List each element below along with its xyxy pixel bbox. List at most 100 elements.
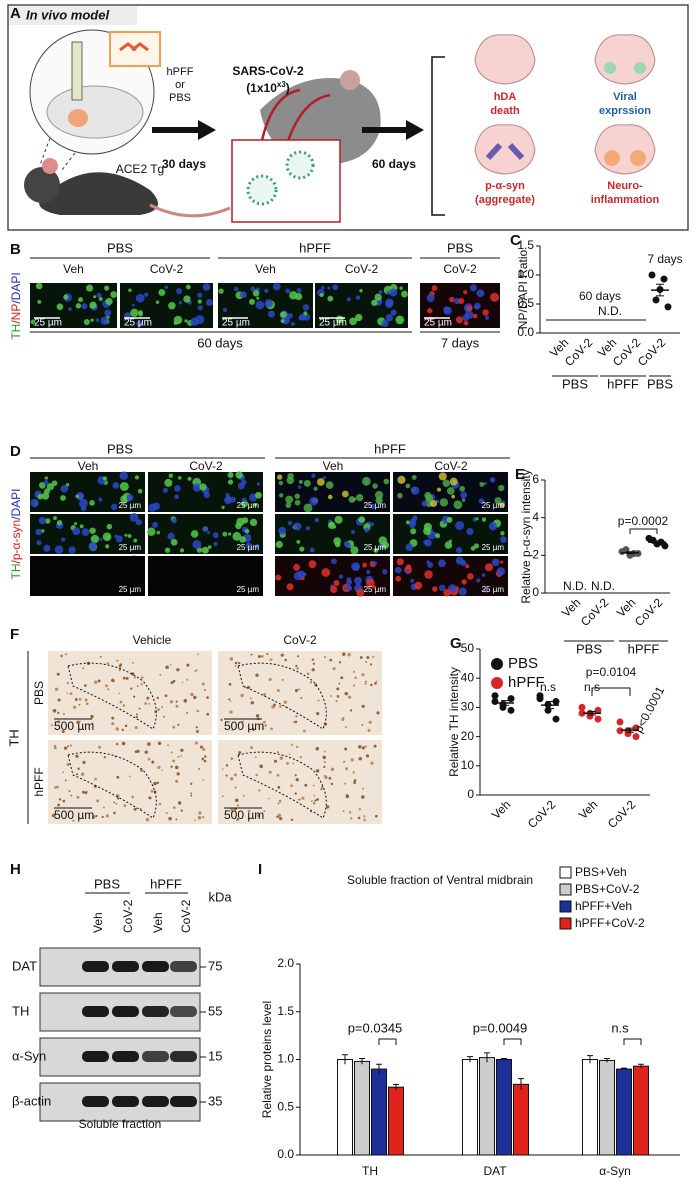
inset-mouse: [46, 85, 144, 139]
cell: [371, 299, 378, 306]
cell: [296, 539, 301, 544]
cell: [372, 584, 376, 589]
scale-label: 25 µm: [424, 318, 452, 329]
cell: [374, 490, 384, 500]
scale-label: 25 µm: [364, 543, 387, 552]
cell: [294, 499, 301, 506]
cell: [190, 792, 192, 795]
cell: [500, 536, 507, 543]
x-tick-label: Veh: [576, 797, 601, 822]
cell: [230, 777, 234, 781]
cell: [157, 741, 162, 745]
cell: [105, 297, 113, 306]
error-bar: [588, 710, 596, 716]
cell: [313, 802, 316, 805]
y-tick-label: 40: [461, 670, 475, 684]
cell: [94, 777, 97, 781]
label: hPFF: [167, 66, 194, 78]
cell: [423, 539, 429, 545]
cell: [222, 531, 228, 537]
cell: [124, 724, 128, 728]
cell: [342, 810, 345, 812]
cell: [36, 540, 42, 546]
cell: [444, 541, 453, 549]
cell: [138, 707, 141, 710]
point: [594, 706, 602, 714]
cell: [311, 473, 316, 478]
label: or: [175, 79, 185, 91]
stain-part: /p-α-syn: [9, 520, 23, 564]
point: [578, 709, 586, 717]
cell: [421, 500, 428, 507]
error-bar: [342, 1054, 348, 1065]
mouse-tail: [149, 203, 231, 218]
cell: [144, 292, 149, 297]
cell: [311, 668, 315, 672]
cell: [366, 578, 375, 588]
cell: [273, 759, 278, 763]
cell: [352, 684, 356, 687]
cell: [164, 547, 171, 553]
cell: [294, 689, 299, 693]
cell: [296, 667, 299, 670]
cell: [397, 475, 406, 484]
cell: [139, 808, 142, 810]
cell: [386, 290, 390, 295]
cell: [458, 297, 465, 304]
band: [170, 1096, 197, 1107]
label: In vivo model: [26, 7, 109, 22]
cell: [43, 479, 49, 486]
cell: [119, 481, 129, 491]
cell: [340, 676, 344, 680]
cell: [203, 491, 211, 499]
label: 30 days: [162, 157, 206, 171]
panel-a-art: [7, 4, 689, 231]
cell: [330, 767, 335, 772]
dose-part: (1x10: [246, 81, 277, 95]
cell: [294, 493, 301, 500]
error-bar: [546, 701, 554, 710]
cell: [174, 765, 179, 770]
cell: [202, 283, 211, 291]
cell: [96, 799, 100, 803]
cell: [236, 818, 239, 821]
cell: [148, 796, 152, 800]
cell: [227, 532, 232, 536]
label: C: [510, 232, 521, 249]
cell: [35, 528, 42, 536]
cell: [327, 286, 331, 290]
cell: [197, 653, 199, 656]
cell: [64, 653, 68, 656]
cell: [333, 537, 342, 545]
cell: [195, 669, 198, 672]
cell: [204, 755, 207, 758]
cell: [92, 815, 96, 819]
label: CoV-2: [443, 262, 477, 276]
annotation: p=0.0002: [618, 514, 669, 528]
cell: [399, 286, 403, 290]
cell: [355, 295, 361, 300]
cell: [195, 726, 198, 729]
cell: [350, 546, 359, 555]
cell: [298, 479, 304, 485]
cell: [324, 656, 326, 658]
legend-marker: [491, 658, 503, 670]
y-tick-label: 6: [532, 472, 539, 486]
cell: [201, 757, 205, 761]
cell: [353, 781, 357, 785]
y-tick-label: 30: [461, 700, 475, 714]
y-tick-label: 0.5: [517, 296, 534, 310]
cell: [73, 705, 77, 709]
cell: [332, 667, 336, 671]
cell: [135, 715, 138, 719]
cell: [99, 656, 102, 658]
cell: [376, 711, 380, 715]
cell: [165, 812, 168, 815]
cell: [113, 801, 115, 804]
cell: [303, 729, 306, 733]
cell: [432, 586, 438, 592]
annotation: 60 days: [579, 289, 621, 303]
cell: [236, 517, 245, 527]
bar: [633, 1065, 649, 1156]
error-bar: [653, 540, 661, 544]
